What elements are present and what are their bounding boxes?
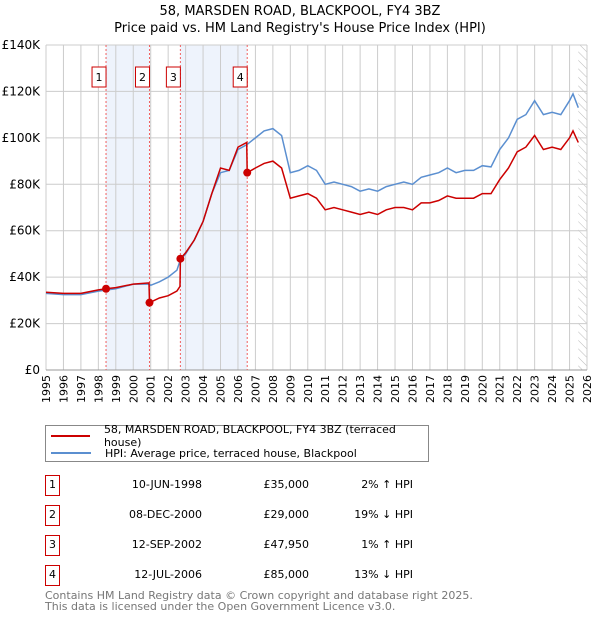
x-tick-label: 2023 <box>529 375 542 403</box>
transaction-row: 3 12-SEP-2002 £47,950 1% ↑ HPI <box>45 535 445 556</box>
x-tick-label: 2019 <box>459 375 472 403</box>
sale-price: £85,000 <box>263 568 310 581</box>
sale-price: £47,950 <box>263 538 310 551</box>
sale-period-shading <box>106 45 150 370</box>
marker-badge: 2 <box>45 505 60 526</box>
x-tick-label: 1997 <box>75 375 88 403</box>
sale-period-shading <box>180 45 248 370</box>
x-tick-label: 2011 <box>319 375 332 403</box>
transaction-row: 2 08-DEC-2000 £29,000 19% ↓ HPI <box>45 505 445 526</box>
footer-licence: This data is licensed under the Open Gov… <box>45 600 396 613</box>
sale-date: 10-JUN-1998 <box>131 478 202 491</box>
x-tick-label: 2015 <box>389 375 402 403</box>
x-tick-label: 1999 <box>110 375 123 403</box>
x-tick-label: 2026 <box>581 375 594 403</box>
legend-hpi-label: HPI: Average price, terraced house, Blac… <box>105 446 357 460</box>
y-tick-label: £100K <box>2 131 42 145</box>
legend-property-label: 58, MARSDEN ROAD, BLACKPOOL, FY4 3BZ (te… <box>103 423 396 449</box>
footer-copyright: Contains HM Land Registry data © Crown c… <box>45 589 473 602</box>
x-tick-label: 2018 <box>441 375 454 403</box>
marker-badge: 3 <box>45 535 60 556</box>
x-tick-label: 2025 <box>564 375 577 403</box>
x-tick-label: 1995 <box>40 375 53 403</box>
y-tick-label: £80K <box>9 177 41 191</box>
sale-label: 3 <box>170 71 177 84</box>
price-chart: 1995 1996 1997 1998 1999 2000 2001 2002 2003 2004… <box>2 38 594 403</box>
sale-label-box <box>134 66 150 88</box>
x-tick-label: 2016 <box>406 375 419 403</box>
x-tick-label: 2002 <box>162 375 175 403</box>
x-tick-label: 2024 <box>546 375 559 403</box>
y-tick-label: £0 <box>25 363 40 377</box>
sale-date: 12-JUL-2006 <box>134 568 202 581</box>
hpi-diff: 2% ↑ HPI <box>361 478 413 491</box>
x-tick-label: 2020 <box>476 375 489 403</box>
legend: 58, MARSDEN ROAD, BLACKPOOL, FY4 3BZ (te… <box>45 423 429 462</box>
legend-property-swatch <box>51 435 90 437</box>
sale-label-box <box>232 66 248 88</box>
sale-date: 12-SEP-2002 <box>131 538 202 551</box>
sale-price: £29,000 <box>263 508 310 521</box>
y-tick-label: £40K <box>9 270 41 284</box>
transaction-row: 1 10-JUN-1998 £35,000 2% ↑ HPI <box>45 475 445 496</box>
x-tick-label: 2005 <box>215 375 228 403</box>
sale-price: £35,000 <box>263 478 310 491</box>
marker-badge: 4 <box>45 565 60 586</box>
hpi-diff: 19% ↓ HPI <box>354 508 413 521</box>
sale-label: 1 <box>96 71 103 84</box>
x-tick-label: 2012 <box>337 375 350 403</box>
forecast-hatch <box>578 45 587 370</box>
hpi-diff: 13% ↓ HPI <box>354 568 413 581</box>
chart-subtitle: Price paid vs. HM Land Registry's House … <box>114 21 486 36</box>
sale-label: 2 <box>139 71 146 84</box>
sale-label-box <box>91 66 107 88</box>
x-tick-label: 2014 <box>372 375 385 403</box>
x-tick-label: 2013 <box>354 375 367 403</box>
chart-title: 58, MARSDEN ROAD, BLACKPOOL, FY4 3BZ <box>159 4 441 19</box>
transaction-row: 4 12-JUL-2006 £85,000 13% ↓ HPI <box>45 565 445 586</box>
sale-label: 4 <box>237 71 244 84</box>
hpi-diff: 1% ↑ HPI <box>361 538 413 551</box>
y-tick-label: £120K <box>2 84 42 98</box>
marker-badge: 1 <box>45 475 60 496</box>
sale-point <box>145 298 154 307</box>
property-price-line <box>45 129 579 304</box>
x-tick-label: 2009 <box>284 375 297 403</box>
x-tick-label: 2006 <box>232 375 245 403</box>
x-tick-label: 2022 <box>511 375 524 403</box>
legend-hpi-swatch <box>51 452 91 454</box>
x-tick-label: 1998 <box>92 375 105 403</box>
sale-label-box <box>165 66 181 88</box>
x-tick-label: 2004 <box>197 375 210 403</box>
sale-point <box>243 168 252 177</box>
y-tick-label: £140K <box>2 38 42 52</box>
x-tick-label: 2000 <box>127 375 140 403</box>
x-tick-label: 2017 <box>424 375 437 403</box>
x-tick-label: 2001 <box>145 375 158 403</box>
sale-date: 08-DEC-2000 <box>128 508 202 521</box>
x-tick-label: 1996 <box>57 375 70 403</box>
y-tick-label: £20K <box>9 317 41 331</box>
sale-point <box>102 284 111 293</box>
x-tick-label: 2007 <box>249 375 262 403</box>
x-tick-label: 2003 <box>180 375 193 403</box>
x-tick-label: 2021 <box>494 375 507 403</box>
hpi-line <box>45 91 580 296</box>
y-tick-label: £60K <box>9 224 41 238</box>
x-tick-label: 2010 <box>302 375 315 403</box>
x-tick-label: 2008 <box>267 375 280 403</box>
sale-point <box>176 254 185 263</box>
